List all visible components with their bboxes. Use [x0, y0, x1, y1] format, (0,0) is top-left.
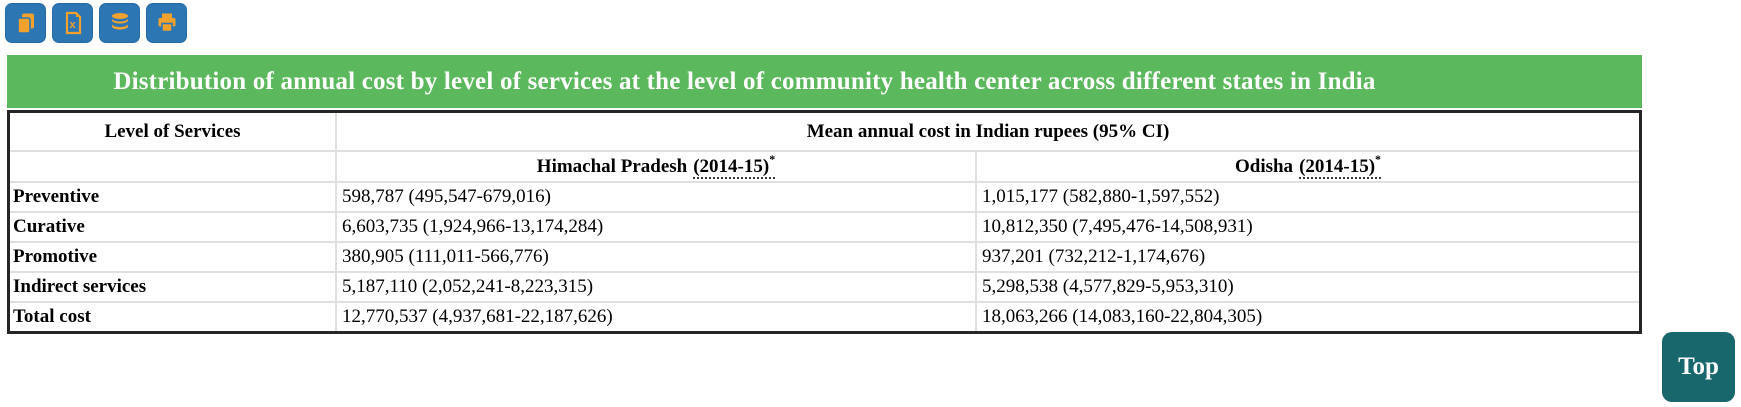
excel-export-button[interactable]: x [52, 3, 93, 43]
row-label: Total cost [10, 301, 337, 331]
row-label: Indirect services [10, 271, 337, 303]
column-group-header: Mean annual cost in Indian rupees (95% C… [334, 113, 1640, 152]
cell-himachal: 12,770,537 (4,937,681-22,187,626) [335, 301, 977, 331]
row-label: Curative [10, 211, 337, 243]
period-footnote-himachal[interactable]: (2014-15)* [693, 153, 776, 179]
print-button[interactable] [146, 3, 187, 43]
table-header-row-1: Level of Services Mean annual cost in In… [10, 113, 1640, 152]
data-table-container: Level of Services Mean annual cost in In… [7, 110, 1642, 334]
cell-odisha: 18,063,266 (14,083,160-22,804,305) [974, 301, 1640, 331]
row-label: Promotive [10, 241, 337, 273]
table-title-banner: Distribution of annual cost by level of … [7, 55, 1642, 108]
table-row-total-cost: Total cost 12,770,537 (4,937,681-22,187,… [10, 301, 1640, 331]
state-name: Odisha [1234, 155, 1294, 177]
database-icon [111, 13, 128, 30]
copy-button[interactable] [5, 3, 46, 43]
svg-text:x: x [69, 19, 76, 31]
back-to-top-button[interactable]: Top [1662, 332, 1735, 402]
copy-icon [16, 13, 34, 34]
table-row-indirect-services: Indirect services 5,187,110 (2,052,241-8… [10, 271, 1640, 303]
column-header-level-of-services: Level of Services [10, 113, 337, 152]
export-toolbar: x [5, 3, 187, 43]
period-label: (2014-15) [693, 155, 770, 177]
cell-himachal: 598,787 (495,547-679,016) [335, 181, 977, 213]
cell-himachal: 6,603,735 (1,924,966-13,174,284) [335, 211, 977, 243]
table-row-promotive: Promotive 380,905 (111,011-566,776) 937,… [10, 241, 1640, 273]
table-header-row-2: Himachal Pradesh (2014-15)* Odisha (2014-1… [10, 150, 1640, 183]
cell-odisha: 937,201 (732,212-1,174,676) [974, 241, 1640, 273]
csv-export-button[interactable] [99, 3, 140, 43]
period-footnote-odisha[interactable]: (2014-15)* [1299, 153, 1382, 179]
column-header-odisha: Odisha (2014-15)* [974, 150, 1640, 183]
footnote-marker: * [1375, 152, 1382, 167]
cell-odisha: 10,812,350 (7,495,476-14,508,931) [974, 211, 1640, 243]
state-name: Himachal Pradesh [536, 155, 688, 177]
column-header-himachal-pradesh: Himachal Pradesh (2014-15)* [335, 150, 977, 183]
table-row-curative: Curative 6,603,735 (1,924,966-13,174,284… [10, 211, 1640, 243]
cell-odisha: 5,298,538 (4,577,829-5,953,310) [974, 271, 1640, 303]
banner-inner: Distribution of annual cost by level of … [7, 55, 1482, 108]
period-label: (2014-15) [1299, 155, 1376, 177]
empty-header-cell [10, 150, 337, 183]
page-title: Distribution of annual cost by level of … [113, 67, 1376, 95]
footnote-marker: * [769, 152, 776, 167]
excel-file-icon: x [65, 11, 81, 35]
cell-himachal: 5,187,110 (2,052,241-8,223,315) [335, 271, 977, 303]
cost-table: Level of Services Mean annual cost in In… [10, 113, 1640, 331]
printer-icon [158, 13, 175, 33]
row-label: Preventive [10, 181, 337, 213]
cell-odisha: 1,015,177 (582,880-1,597,552) [974, 181, 1640, 213]
cell-himachal: 380,905 (111,011-566,776) [335, 241, 977, 273]
table-row-preventive: Preventive 598,787 (495,547-679,016) 1,0… [10, 181, 1640, 213]
